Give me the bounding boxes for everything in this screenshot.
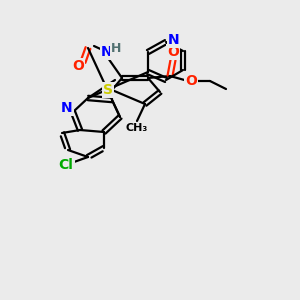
Text: N: N bbox=[168, 33, 180, 47]
Text: O: O bbox=[72, 59, 84, 73]
Text: CH₃: CH₃ bbox=[126, 123, 148, 133]
Text: Cl: Cl bbox=[58, 158, 74, 172]
Text: S: S bbox=[103, 83, 113, 97]
Text: O: O bbox=[185, 74, 197, 88]
Text: N: N bbox=[61, 101, 73, 115]
Text: O: O bbox=[167, 45, 179, 59]
Text: N: N bbox=[101, 45, 113, 59]
Text: H: H bbox=[111, 41, 121, 55]
